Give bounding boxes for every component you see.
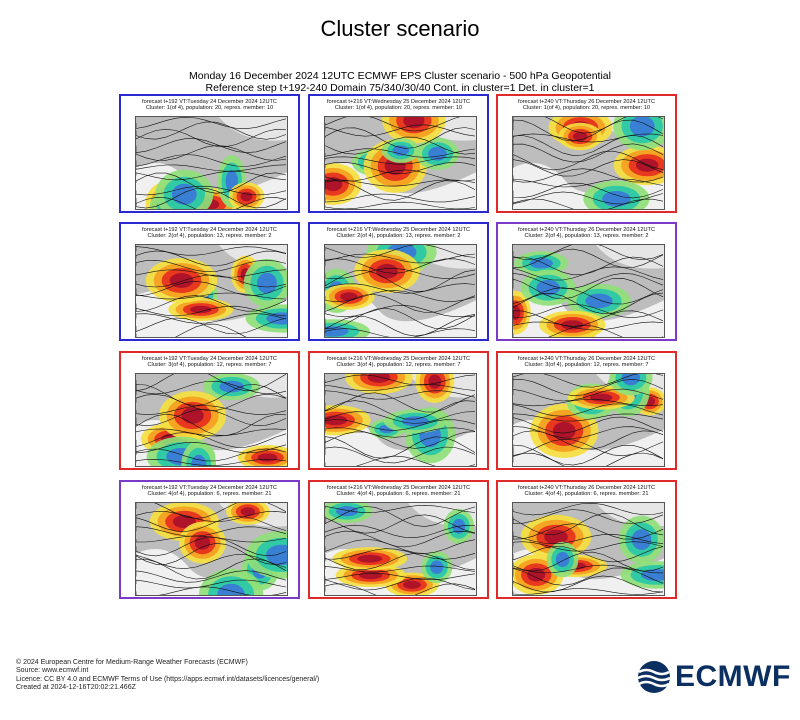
- panel-map: [135, 244, 288, 338]
- panel-caption: forecast t+216 VT:Wednesday 25 December …: [310, 99, 487, 112]
- cluster-panel: forecast t+192 VT:Tuesday 24 December 20…: [119, 222, 300, 341]
- panel-map: [324, 116, 477, 210]
- anomaly-map-graphic: [136, 503, 287, 595]
- panel-map: [512, 373, 665, 467]
- anomaly-map-graphic: [136, 245, 287, 337]
- panel-forecast-label: forecast t+192 VT:Tuesday 24 December 20…: [142, 485, 277, 491]
- panel-caption: forecast t+192 VT:Tuesday 24 December 20…: [121, 227, 298, 240]
- footer-licence: Licence: CC BY 4.0 and ECMWF Terms of Us…: [16, 675, 320, 683]
- panel-cluster-label: Cluster: 3(of 4), population: 12, repres…: [147, 362, 272, 369]
- panel-forecast-label: forecast t+216 VT:Wednesday 25 December …: [326, 99, 471, 105]
- panel-forecast-label: forecast t+192 VT:Tuesday 24 December 20…: [142, 356, 277, 362]
- panel-cluster-label: Cluster: 2(of 4), population: 13, repres…: [147, 233, 272, 240]
- panel-forecast-label: forecast t+216 VT:Wednesday 25 December …: [326, 227, 471, 233]
- footer: © 2024 European Centre for Medium-Range …: [16, 659, 319, 692]
- cluster-panel: forecast t+240 VT:Thursday 26 December 2…: [496, 94, 677, 213]
- anomaly-map-graphic: [325, 245, 476, 337]
- cluster-panel: forecast t+216 VT:Wednesday 25 December …: [308, 351, 489, 470]
- panel-caption: forecast t+240 VT:Thursday 26 December 2…: [498, 356, 675, 369]
- anomaly-map-graphic: [513, 374, 664, 466]
- logo-text: ECMWF: [675, 660, 791, 693]
- panel-map: [324, 244, 477, 338]
- panel-cluster-label: Cluster: 4(of 4), population: 6, repres.…: [336, 491, 461, 498]
- anomaly-map-graphic: [513, 245, 664, 337]
- panel-forecast-label: forecast t+216 VT:Wednesday 25 December …: [326, 485, 471, 491]
- cluster-panel: forecast t+240 VT:Thursday 26 December 2…: [496, 222, 677, 341]
- panel-caption: forecast t+240 VT:Thursday 26 December 2…: [498, 99, 675, 112]
- panel-map: [324, 373, 477, 467]
- footer-copyright: © 2024 European Centre for Medium-Range …: [16, 659, 248, 666]
- panel-caption: forecast t+216 VT:Wednesday 25 December …: [310, 356, 487, 369]
- cluster-panel: forecast t+192 VT:Tuesday 24 December 20…: [119, 351, 300, 470]
- footer-created: Created at 2024-12-16T20:02:21.466Z: [16, 683, 136, 691]
- panel-cluster-label: Cluster: 1(of 4), population: 20, repres…: [334, 105, 463, 112]
- anomaly-map-graphic: [513, 503, 664, 595]
- panel-map: [512, 244, 665, 338]
- anomaly-map-graphic: [325, 374, 476, 466]
- panel-map: [135, 373, 288, 467]
- panel-forecast-label: forecast t+240 VT:Thursday 26 December 2…: [518, 356, 655, 362]
- panel-cluster-label: Cluster: 4(of 4), population: 6, repres.…: [524, 491, 649, 498]
- panel-cluster-label: Cluster: 2(of 4), population: 13, repres…: [524, 233, 649, 240]
- footer-source: Source: www.ecmwf.int: [16, 667, 89, 675]
- panel-forecast-label: forecast t+192 VT:Tuesday 24 December 20…: [142, 227, 277, 233]
- panel-cluster-label: Cluster: 4(of 4), population: 6, repres.…: [147, 491, 272, 498]
- chart-header: Monday 16 December 2024 12UTC ECMWF EPS …: [0, 70, 800, 94]
- panel-cluster-label: Cluster: 1(of 4), population: 20, repres…: [522, 105, 651, 112]
- anomaly-map-graphic: [325, 117, 476, 209]
- header-line-1: Monday 16 December 2024 12UTC ECMWF EPS …: [189, 70, 611, 82]
- panel-map: [135, 116, 288, 210]
- cluster-panel: forecast t+192 VT:Tuesday 24 December 20…: [119, 480, 300, 599]
- panel-forecast-label: forecast t+240 VT:Thursday 26 December 2…: [518, 99, 655, 105]
- panel-map: [512, 502, 665, 596]
- panel-map: [135, 502, 288, 596]
- panel-map: [512, 116, 665, 210]
- panel-forecast-label: forecast t+216 VT:Wednesday 25 December …: [326, 356, 471, 362]
- panel-cluster-label: Cluster: 1(of 4), population: 20, repres…: [145, 105, 274, 112]
- panel-cluster-label: Cluster: 3(of 4), population: 12, repres…: [336, 362, 461, 369]
- anomaly-map-graphic: [325, 503, 476, 595]
- cluster-panel: forecast t+240 VT:Thursday 26 December 2…: [496, 351, 677, 470]
- cluster-panel: forecast t+240 VT:Thursday 26 December 2…: [496, 480, 677, 599]
- anomaly-map-graphic: [136, 117, 287, 209]
- cluster-panel: forecast t+216 VT:Wednesday 25 December …: [308, 480, 489, 599]
- panel-caption: forecast t+192 VT:Tuesday 24 December 20…: [121, 99, 298, 112]
- panel-forecast-label: forecast t+240 VT:Thursday 26 December 2…: [518, 227, 655, 233]
- panel-caption: forecast t+216 VT:Wednesday 25 December …: [310, 227, 487, 240]
- cluster-panel: forecast t+216 VT:Wednesday 25 December …: [308, 222, 489, 341]
- panel-map: [324, 502, 477, 596]
- header-line-2: Reference step t+192-240 Domain 75/340/3…: [205, 82, 595, 94]
- cluster-panel: forecast t+192 VT:Tuesday 24 December 20…: [119, 94, 300, 213]
- panel-cluster-label: Cluster: 3(of 4), population: 12, repres…: [524, 362, 649, 369]
- anomaly-map-graphic: [136, 374, 287, 466]
- panel-caption: forecast t+216 VT:Wednesday 25 December …: [310, 485, 487, 498]
- panel-caption: forecast t+192 VT:Tuesday 24 December 20…: [121, 485, 298, 498]
- panel-caption: forecast t+192 VT:Tuesday 24 December 20…: [121, 356, 298, 369]
- panel-forecast-label: forecast t+240 VT:Thursday 26 December 2…: [518, 485, 655, 491]
- cluster-panel: forecast t+216 VT:Wednesday 25 December …: [308, 94, 489, 213]
- panel-cluster-label: Cluster: 2(of 4), population: 13, repres…: [336, 233, 461, 240]
- panel-forecast-label: forecast t+192 VT:Tuesday 24 December 20…: [142, 99, 277, 105]
- anomaly-map-graphic: [513, 117, 664, 209]
- ecmwf-globe-icon: [637, 661, 671, 693]
- ecmwf-logo[interactable]: ECMWF: [637, 660, 791, 694]
- panel-caption: forecast t+240 VT:Thursday 26 December 2…: [498, 485, 675, 498]
- panel-caption: forecast t+240 VT:Thursday 26 December 2…: [498, 227, 675, 240]
- page-title: Cluster scenario: [320, 16, 480, 41]
